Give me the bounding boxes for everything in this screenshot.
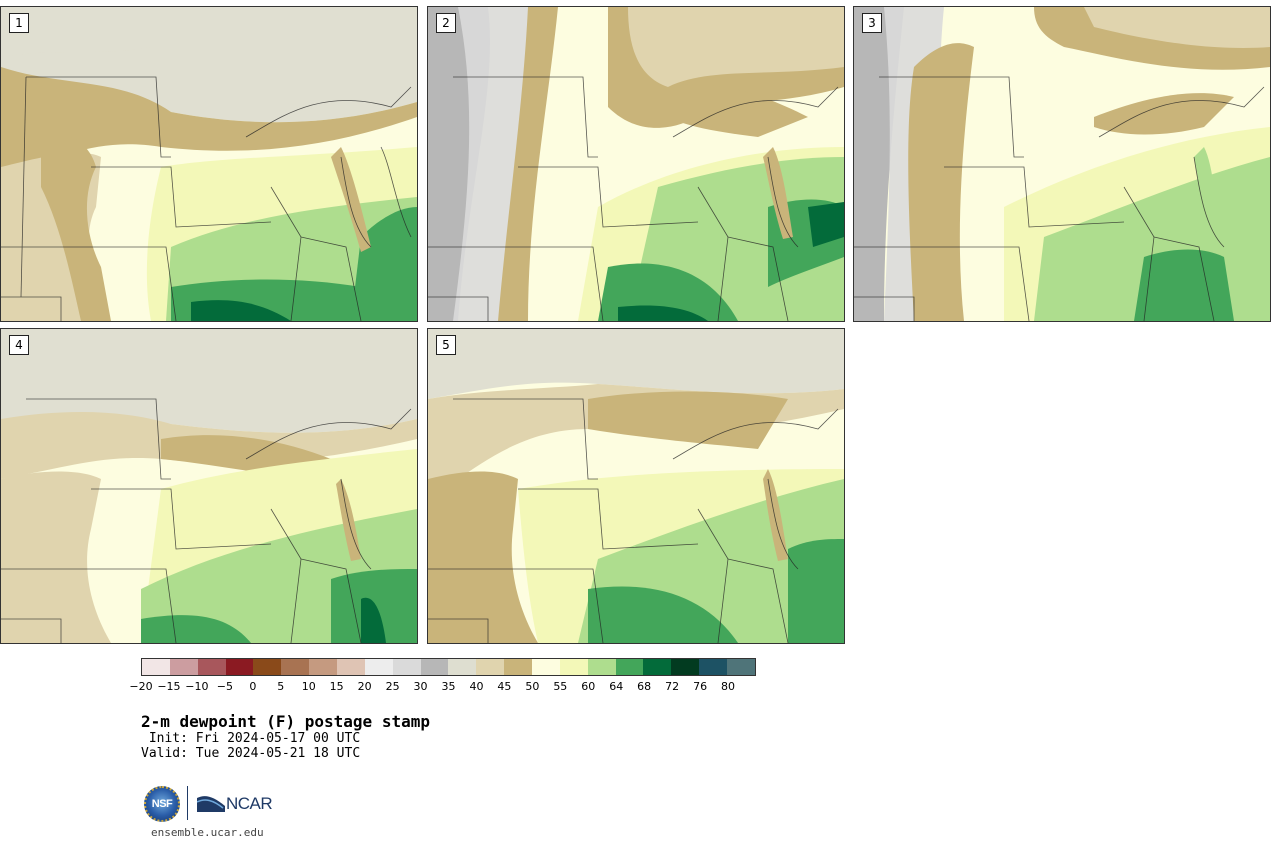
colorbar-segment: [559, 659, 588, 675]
map-panel-2: 2: [427, 6, 845, 322]
ncar-logo-text: NCAR: [226, 794, 273, 813]
site-link[interactable]: ensemble.ucar.edu: [151, 826, 264, 839]
colorbar: [141, 658, 756, 676]
panel-label: 2: [436, 13, 456, 33]
colorbar-segment: [504, 659, 533, 675]
nsf-logo-icon: NSF: [144, 786, 180, 822]
map-panel-5: 5: [427, 328, 845, 644]
colorbar-tick-label: −20: [129, 680, 153, 693]
colorbar-segment: [392, 659, 421, 675]
colorbar-tick-label: −5: [216, 680, 233, 693]
colorbar-tick-label: 35: [441, 680, 456, 693]
colorbar-tick-label: −15: [157, 680, 181, 693]
panel-label: 1: [9, 13, 29, 33]
colorbar-tick-label: 76: [693, 680, 708, 693]
colorbar-tick-label: 30: [413, 680, 428, 693]
colorbar-tick-label: 45: [497, 680, 512, 693]
panel-label: 3: [862, 13, 882, 33]
map-panel-1: 1: [0, 6, 418, 322]
init-time: Init: Fri 2024-05-17 00 UTC: [141, 731, 361, 746]
colorbar-tick-label: 10: [301, 680, 316, 693]
colorbar-ticks: −20 −15 −10 −5 0 5 10 15 20 25 30 35 40 45 50 55 60 64 68 7…: [129, 680, 756, 696]
colorbar-segment: [253, 659, 282, 675]
dewpoint-map-4: [1, 329, 417, 643]
valid-time: Valid: Tue 2024-05-21 18 UTC: [141, 746, 361, 761]
dewpoint-map-3: [854, 7, 1270, 321]
colorbar-tick-label: 50: [525, 680, 540, 693]
colorbar-segment: [420, 659, 449, 675]
colorbar-segment: [643, 659, 672, 675]
colorbar-tick-label: 72: [665, 680, 680, 693]
panel-label: 4: [9, 335, 29, 355]
colorbar-tick-label: 40: [469, 680, 484, 693]
colorbar-tick-label: 60: [581, 680, 596, 693]
dewpoint-map-1: [1, 7, 417, 321]
colorbar-tick-label: 5: [277, 680, 285, 693]
dewpoint-map-5: [428, 329, 844, 643]
colorbar-segment: [587, 659, 616, 675]
colorbar-tick-label: 55: [553, 680, 568, 693]
colorbar-tick-label: 64: [609, 680, 624, 693]
colorbar-tick-label: 20: [357, 680, 372, 693]
colorbar-segment: [197, 659, 226, 675]
colorbar-segment: [699, 659, 728, 675]
colorbar-tick-label: 68: [637, 680, 652, 693]
logo-group: NSF NCAR: [144, 784, 284, 824]
colorbar-segment: [532, 659, 560, 675]
colorbar-segment: [476, 659, 505, 675]
page-title: 2-m dewpoint (F) postage stamp: [141, 712, 430, 731]
colorbar-segment: [727, 659, 755, 675]
colorbar-segment: [615, 659, 644, 675]
colorbar-segment: [225, 659, 254, 675]
colorbar-segment: [169, 659, 198, 675]
map-panel-3: 3: [853, 6, 1271, 322]
logo-divider: [187, 786, 188, 820]
colorbar-tick-label: 80: [721, 680, 736, 693]
colorbar-segment: [142, 659, 170, 675]
colorbar-segment: [337, 659, 365, 675]
colorbar-segment: [281, 659, 310, 675]
dewpoint-map-2: [428, 7, 844, 321]
colorbar-tick-label: 0: [249, 680, 257, 693]
panel-label: 5: [436, 335, 456, 355]
colorbar-tick-label: 25: [385, 680, 400, 693]
colorbar-segment: [364, 659, 393, 675]
colorbar-tick-label: 15: [329, 680, 344, 693]
colorbar-segment: [671, 659, 700, 675]
colorbar-segment: [309, 659, 338, 675]
colorbar-tick-label: −10: [185, 680, 209, 693]
map-panel-4: 4: [0, 328, 418, 644]
ncar-mark-icon: [197, 796, 225, 812]
colorbar-segment: [448, 659, 477, 675]
